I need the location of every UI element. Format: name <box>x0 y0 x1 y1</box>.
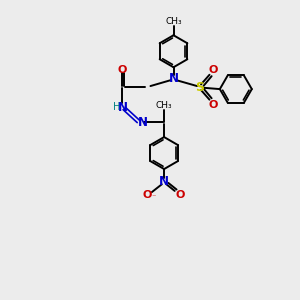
Text: ⁻: ⁻ <box>151 192 156 201</box>
Text: N: N <box>118 101 128 114</box>
Text: H: H <box>113 102 120 112</box>
Text: N: N <box>169 73 178 85</box>
Text: CH₃: CH₃ <box>165 17 182 26</box>
Text: O: O <box>117 64 127 75</box>
Text: O: O <box>208 100 218 110</box>
Text: O: O <box>143 190 152 200</box>
Text: CH₃: CH₃ <box>156 101 172 110</box>
Text: O: O <box>176 190 185 200</box>
Text: S: S <box>195 81 204 94</box>
Text: N: N <box>159 176 169 188</box>
Text: O: O <box>208 64 218 75</box>
Text: N: N <box>137 116 148 129</box>
